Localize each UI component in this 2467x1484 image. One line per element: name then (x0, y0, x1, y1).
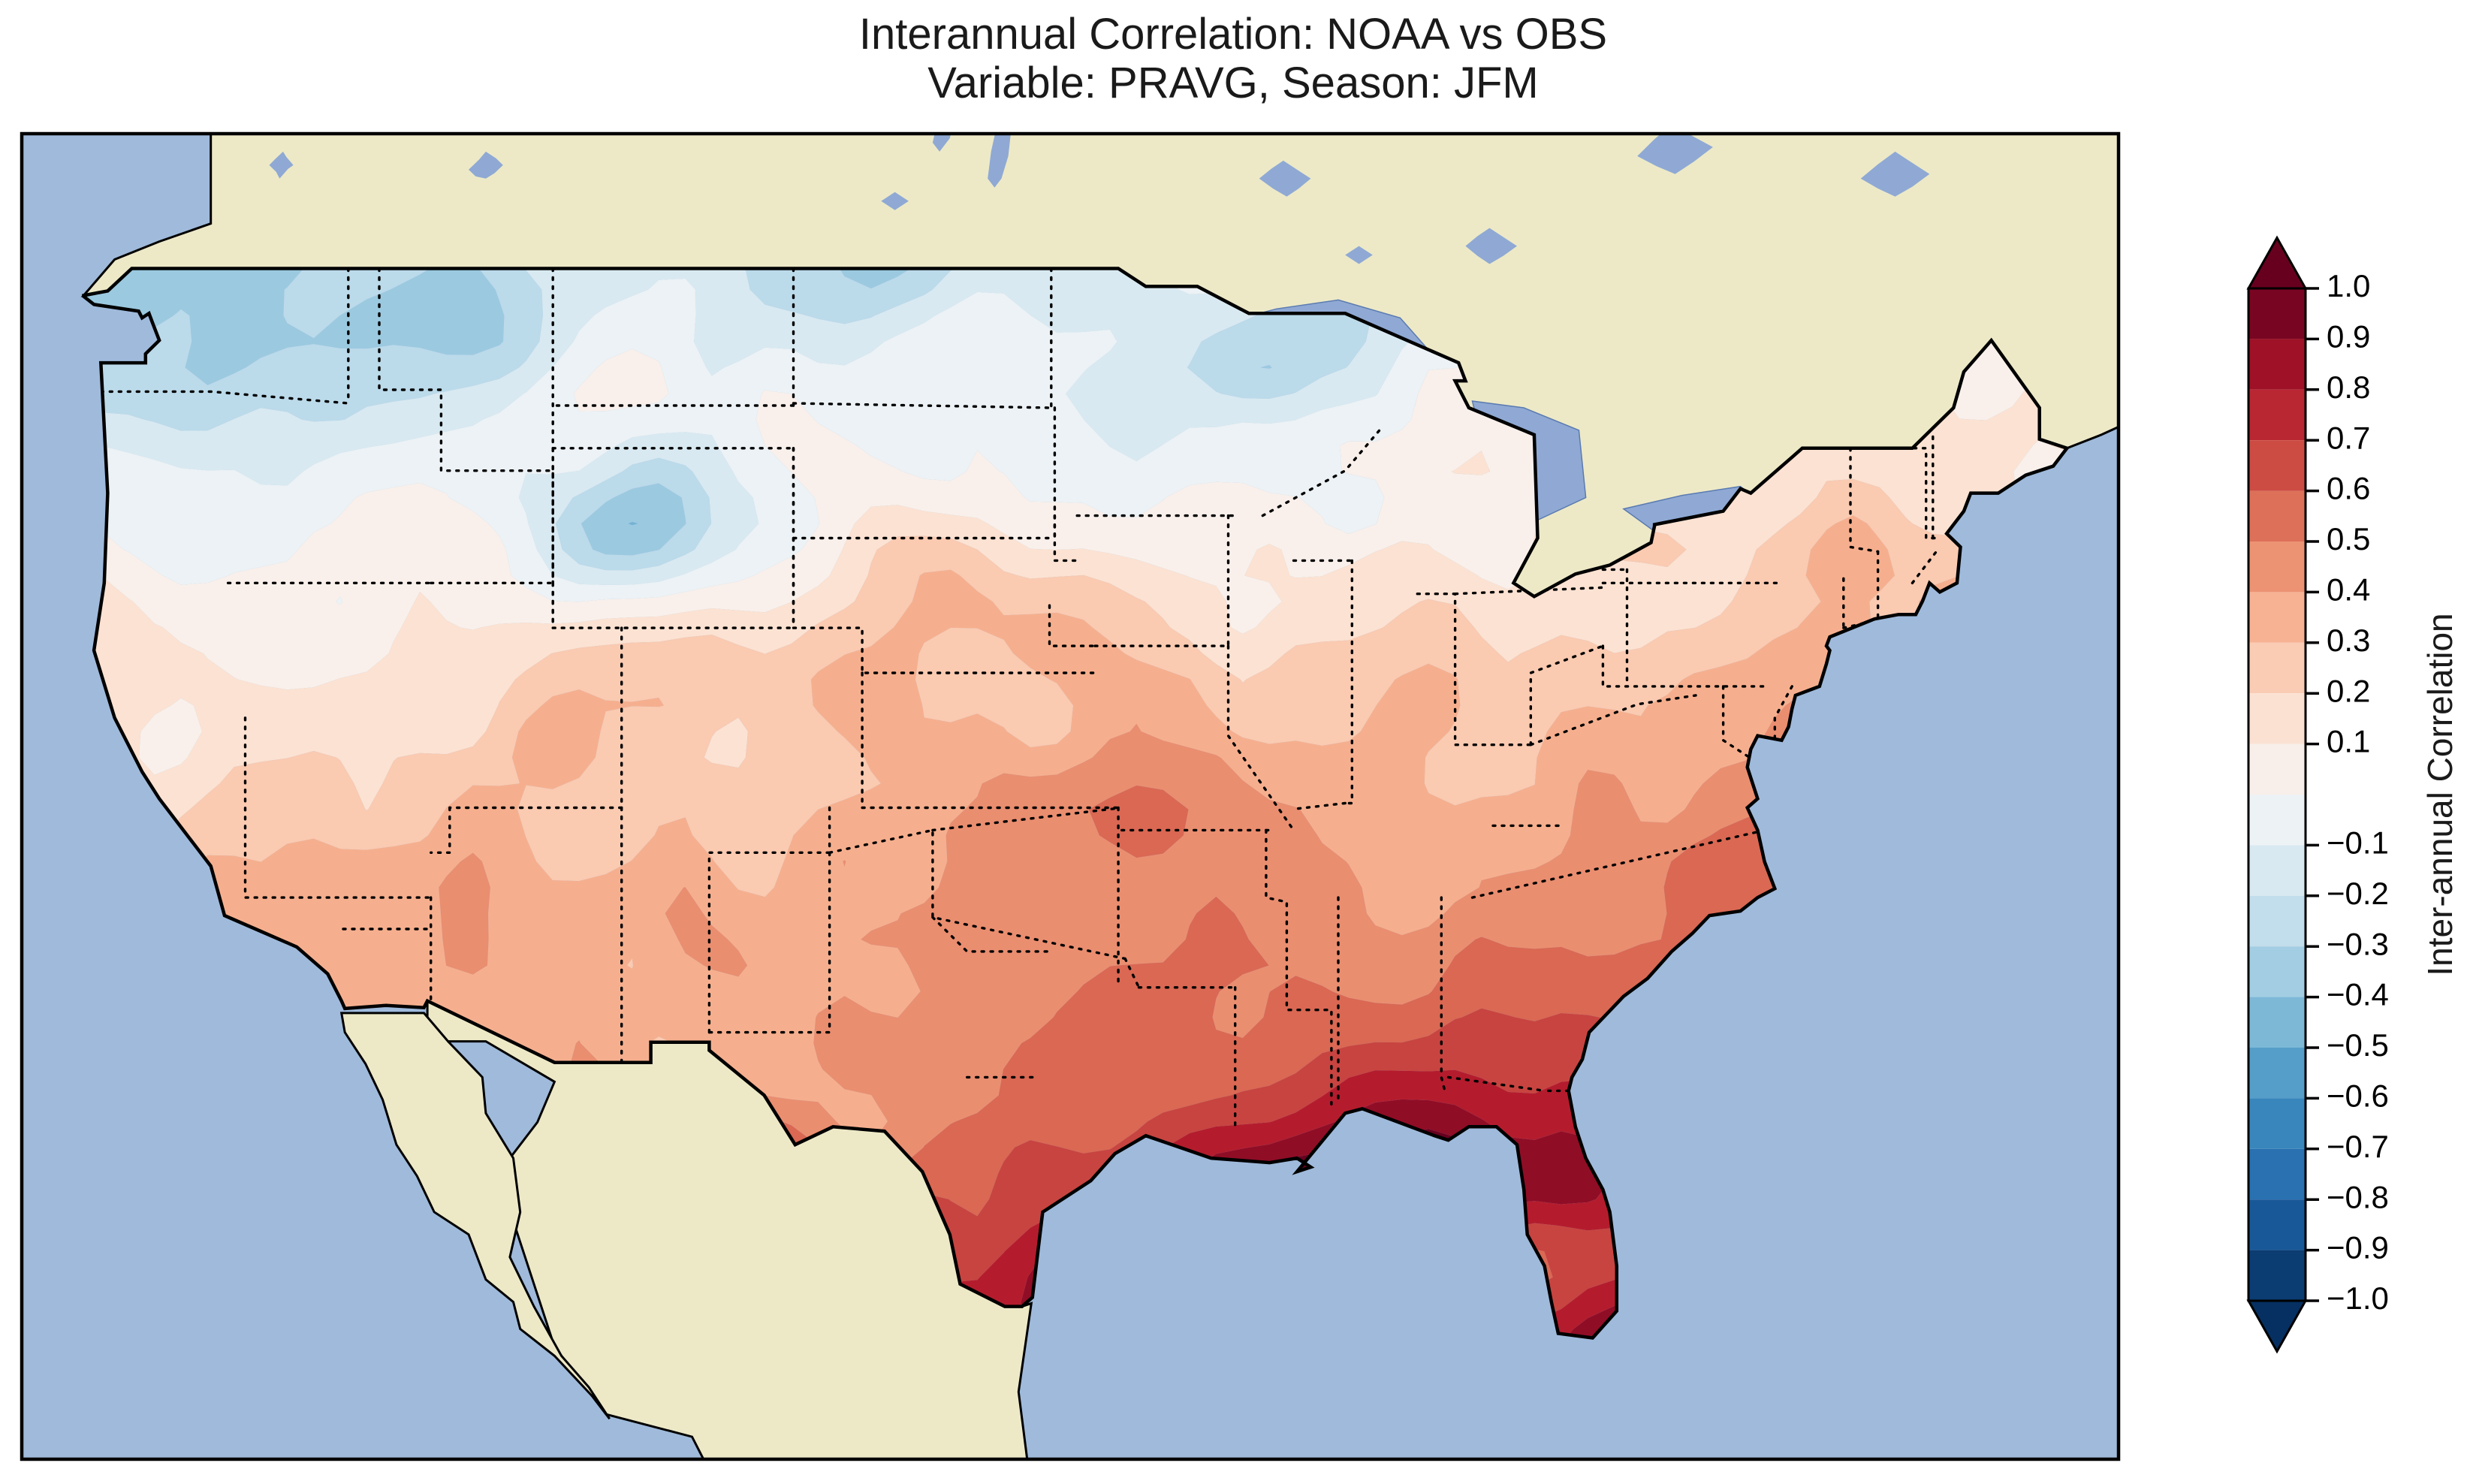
svg-text:0.6: 0.6 (2327, 471, 2370, 506)
svg-text:−0.3: −0.3 (2327, 926, 2389, 961)
svg-text:−0.6: −0.6 (2327, 1078, 2389, 1113)
svg-text:0.9: 0.9 (2327, 318, 2370, 354)
svg-text:1.0: 1.0 (2327, 268, 2370, 303)
svg-text:0.5: 0.5 (2327, 521, 2370, 556)
svg-text:−0.8: −0.8 (2327, 1179, 2389, 1214)
svg-text:−0.4: −0.4 (2327, 977, 2389, 1012)
svg-text:0.3: 0.3 (2327, 623, 2370, 658)
svg-text:0.8: 0.8 (2327, 369, 2370, 405)
svg-text:−0.9: −0.9 (2327, 1230, 2389, 1265)
svg-text:−0.2: −0.2 (2327, 876, 2389, 911)
svg-text:−0.5: −0.5 (2327, 1027, 2389, 1063)
svg-text:−1.0: −1.0 (2327, 1280, 2389, 1316)
svg-text:Inter-annual Correlation: Inter-annual Correlation (2420, 613, 2459, 976)
svg-text:0.7: 0.7 (2327, 420, 2370, 455)
svg-text:0.2: 0.2 (2327, 673, 2370, 708)
svg-text:Interannual Correlation: NOAA: Interannual Correlation: NOAA vs OBS (859, 10, 1607, 59)
svg-text:−0.1: −0.1 (2327, 825, 2389, 860)
svg-text:0.1: 0.1 (2327, 724, 2370, 759)
svg-text:Variable: PRAVG, Season: JFM: Variable: PRAVG, Season: JFM (927, 59, 1538, 107)
svg-text:0.4: 0.4 (2327, 572, 2370, 607)
svg-text:−0.7: −0.7 (2327, 1129, 2389, 1164)
